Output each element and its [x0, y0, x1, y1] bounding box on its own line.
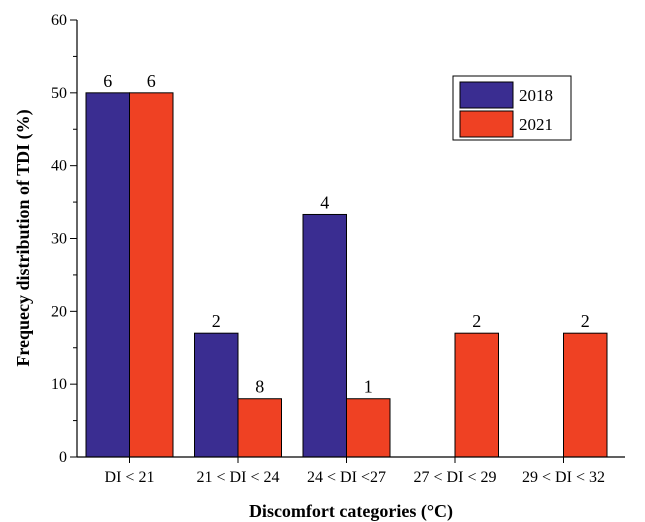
y-axis-ticks: 0 10 20 30 40 50 60 [51, 12, 77, 466]
data-label-2018-1: 2 [212, 311, 221, 331]
bar-2021-2 [346, 398, 391, 458]
x-tick-label: 24 < DI <27 [307, 469, 386, 486]
y-axis-title: Frequecy distribution of TDI (%) [13, 109, 34, 366]
y-tick-label: 30 [51, 231, 67, 248]
y-tick-label: 50 [51, 85, 67, 102]
bars-group [85, 92, 608, 458]
bar-2021-0 [129, 92, 174, 458]
y-tick-label: 0 [59, 449, 67, 466]
legend-label-2021: 2021 [519, 115, 553, 134]
y-tick-label: 40 [51, 158, 67, 175]
bar-2021-3 [454, 332, 499, 458]
legend-swatch-2021 [459, 110, 514, 138]
legend: 2018 2021 [452, 75, 572, 141]
bar-2021-1 [237, 398, 282, 458]
y-tick-label: 10 [51, 376, 67, 393]
y-tick-label: 60 [51, 12, 67, 29]
legend-label-2018: 2018 [519, 86, 553, 105]
x-tick-label: DI < 21 [105, 469, 155, 486]
x-tick-label: 29 < DI < 32 [522, 469, 605, 486]
x-tick-label: 27 < DI < 29 [414, 469, 497, 486]
bar-2018-0 [85, 92, 130, 458]
data-label-2018-2: 4 [320, 192, 329, 212]
y-tick-label: 20 [51, 303, 67, 320]
data-label-2021-1: 8 [255, 377, 264, 397]
x-axis-title: Discomfort categories (°C) [249, 501, 453, 522]
data-label-2021-2: 1 [364, 377, 373, 397]
x-axis-tick-labels: DI < 21 21 < DI < 24 24 < DI <27 27 < DI < … [105, 457, 605, 486]
legend-swatch-2018 [459, 81, 514, 109]
bar-2018-2 [302, 213, 347, 458]
bar-2021-4 [563, 332, 608, 458]
bar-2018-1 [194, 332, 239, 458]
data-label-2021-0: 6 [147, 71, 156, 91]
data-label-2021-3: 2 [472, 311, 481, 331]
x-tick-label: 21 < DI < 24 [197, 469, 280, 486]
data-label-2018-0: 6 [103, 71, 112, 91]
data-labels-group: 6 6 2 8 4 1 2 2 [103, 71, 590, 397]
data-label-2021-4: 2 [581, 311, 590, 331]
